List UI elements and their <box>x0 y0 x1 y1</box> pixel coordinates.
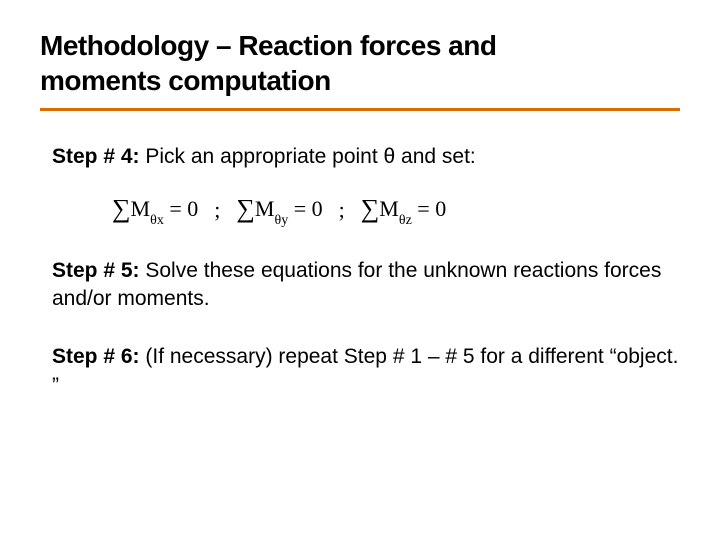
step-6-text: Step # 6: (If necessary) repeat Step # 1… <box>52 343 680 400</box>
sigma-icon: ∑ <box>361 194 380 224</box>
step-4-block: Step # 4: Pick an appropriate point θ an… <box>52 143 680 227</box>
title-line-1: Methodology – Reaction forces and <box>40 30 496 61</box>
eq-3: ∑Mθz = 0 <box>361 193 446 226</box>
step-4-text: Step # 4: Pick an appropriate point θ an… <box>52 143 680 171</box>
step-4-body: Pick an appropriate point θ and set: <box>140 145 476 168</box>
step-5-label: Step # 5: <box>52 259 140 282</box>
moment-equations: ∑Mθx = 0 ; ∑Mθy = 0 ; ∑Mθz = 0 <box>112 193 680 226</box>
sigma-icon: ∑ <box>236 194 255 224</box>
step-4-label: Step # 4: <box>52 145 140 168</box>
eq-2: ∑Mθy = 0 <box>236 193 322 226</box>
title-line-2: moments computation <box>40 65 331 96</box>
step-5-block: Step # 5: Solve these equations for the … <box>52 257 680 314</box>
step-5-text: Step # 5: Solve these equations for the … <box>52 257 680 314</box>
separator: ; <box>206 197 228 223</box>
eq-1: ∑Mθx = 0 <box>112 193 198 226</box>
step-5-body: Solve these equations for the unknown re… <box>52 259 661 310</box>
step-6-body: (If necessary) repeat Step # 1 – # 5 for… <box>52 345 678 396</box>
step-6-block: Step # 6: (If necessary) repeat Step # 1… <box>52 343 680 400</box>
page-title: Methodology – Reaction forces and moment… <box>40 28 680 98</box>
step-6-label: Step # 6: <box>52 345 140 368</box>
sigma-icon: ∑ <box>112 194 131 224</box>
title-rule <box>40 108 680 111</box>
separator: ; <box>331 197 353 223</box>
